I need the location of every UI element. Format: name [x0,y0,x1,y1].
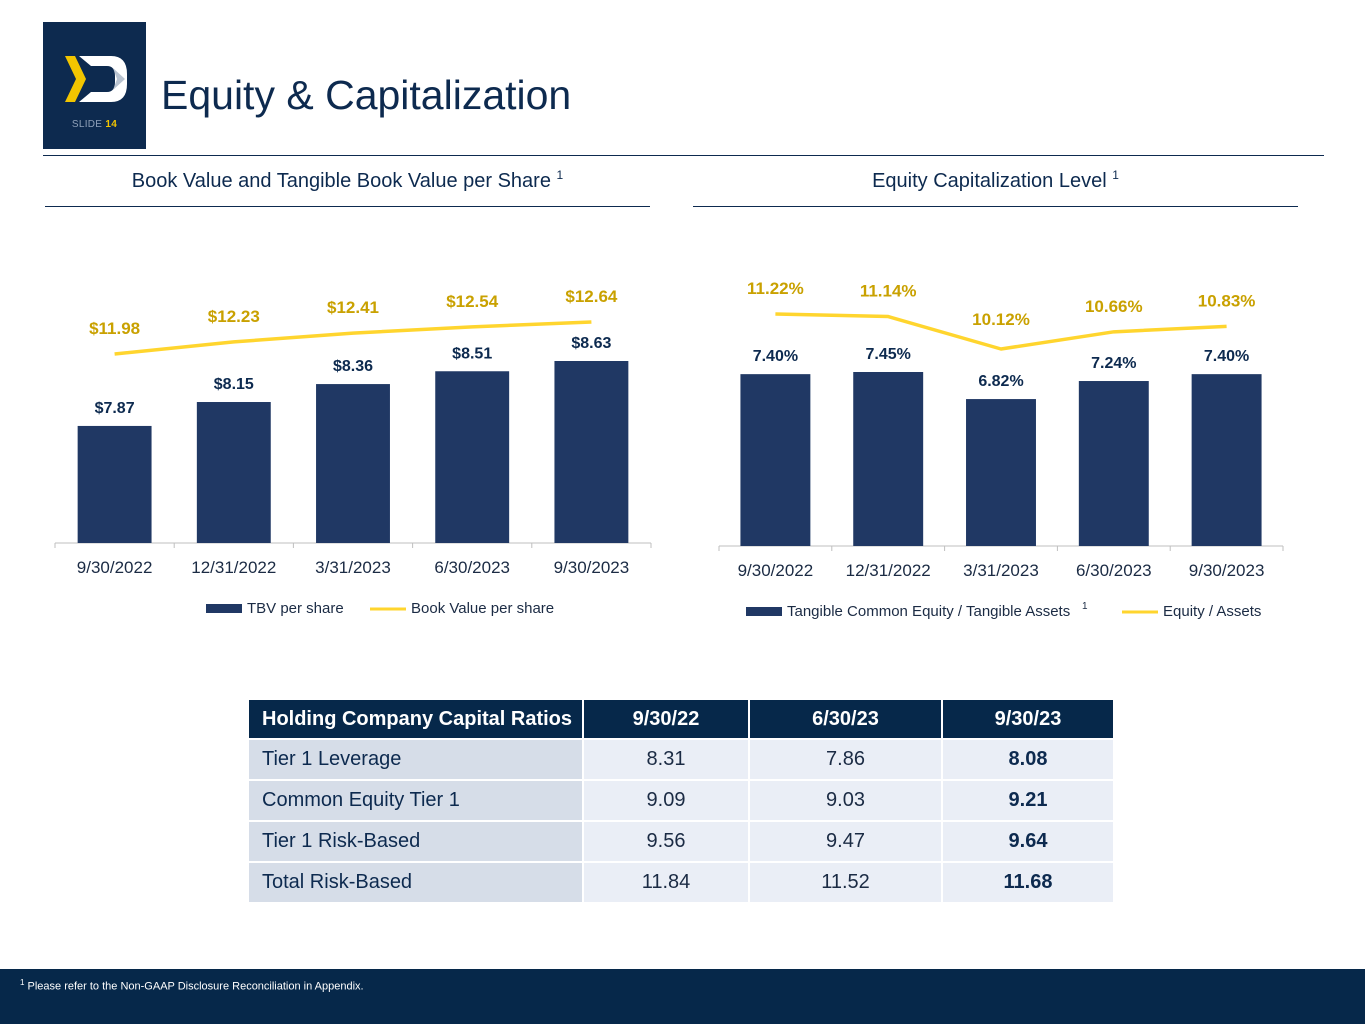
bar-data-label: 7.40% [753,348,798,365]
legend-swatch-bar [746,607,782,616]
capital-ratios-table: Holding Company Capital Ratios 9/30/22 6… [249,700,1115,902]
line-data-label: $12.23 [208,307,260,326]
table-cell: 9.09 [583,779,750,821]
bar-data-label: $8.63 [571,335,611,352]
table-cell: 11.84 [583,861,750,902]
legend-label: Book Value per share [411,600,554,617]
table-cell: 11.52 [749,861,943,902]
bar-data-label: 7.45% [866,346,911,363]
bar-data-label: 7.24% [1091,355,1136,372]
equity-capitalization-chart: 7.40% 9/30/2022 11.22% 7.45% 12/31/2022 11.14… [718,279,1284,620]
table-cell: 9.64 [942,820,1115,862]
right-chart-title: Equity Capitalization Level 1 [872,168,1119,192]
line-data-label: 11.22% [747,279,804,298]
x-tick-label: 9/30/2023 [554,558,630,577]
legend-swatch-bar [206,604,242,613]
row-label: Common Equity Tier 1 [249,779,584,821]
table-row: Total Risk-Based 11.84 11.52 11.68 [249,861,1115,902]
title-divider [43,155,1324,156]
x-tick-label: 3/31/2023 [963,561,1039,580]
line-data-label: $12.64 [565,287,618,306]
x-tick-label: 12/31/2022 [846,561,931,580]
table-cell: 9.03 [749,779,943,821]
x-tick-label: 6/30/2023 [1076,561,1152,580]
footer-bar: 1 Please refer to the Non-GAAP Disclosur… [0,969,1365,1024]
line-data-label: $12.41 [327,298,379,317]
x-tick-label: 9/30/2023 [1189,561,1265,580]
book-value-chart: $7.87 9/30/2022 $11.98 $8.15 12/31/2022 $12.2… [54,287,652,617]
table-row: Tier 1 Leverage 8.31 7.86 8.08 [249,738,1115,780]
footnote: 1 Please refer to the Non-GAAP Disclosur… [20,978,364,993]
table-cell: 11.68 [942,861,1115,902]
logo: SLIDE 14 [43,22,146,149]
table-cell: 9.21 [942,779,1115,821]
line-data-label: $11.98 [89,319,140,338]
bar-data-label: 7.40% [1204,348,1249,365]
table-header: Holding Company Capital Ratios [249,700,584,739]
line-data-label: $12.54 [446,292,499,311]
x-tick-label: 12/31/2022 [191,558,276,577]
table-cell: 9.56 [583,820,750,862]
table-header: 9/30/22 [583,700,750,739]
bar-data-label: $7.87 [95,400,135,417]
legend-label: Tangible Common Equity / Tangible Assets [787,603,1070,620]
table-cell: 8.31 [583,738,750,780]
table-row: Tier 1 Risk-Based 9.56 9.47 9.64 [249,820,1115,862]
company-logo-icon [65,56,127,102]
bar [435,371,510,543]
x-tick-label: 9/30/2022 [77,558,153,577]
bar-data-label: 6.82% [978,373,1023,390]
bar [740,374,811,546]
bar [196,402,271,543]
table-row: Common Equity Tier 1 9.09 9.03 9.21 [249,779,1115,821]
table-cell: 8.08 [942,738,1115,780]
row-label: Total Risk-Based [249,861,584,902]
table-header-row: Holding Company Capital Ratios 9/30/22 6… [249,700,1115,739]
legend-footnote-mark: 1 [1082,601,1088,612]
bar [77,425,152,543]
row-label: Tier 1 Leverage [249,738,584,780]
bar [853,372,924,546]
bar [1078,381,1149,546]
bar-data-label: $8.51 [452,345,492,362]
table-header: 6/30/23 [749,700,943,739]
legend-label: Equity / Assets [1163,603,1261,620]
table-cell: 9.47 [749,820,943,862]
table-header: 9/30/23 [942,700,1115,739]
legend-label: TBV per share [247,600,344,617]
bar-data-label: $8.36 [333,358,373,375]
series-line [775,312,1227,351]
bar [1191,374,1262,546]
left-chart-divider [45,206,650,207]
line-data-label: 11.14% [860,282,917,301]
table-cell: 7.86 [749,738,943,780]
right-chart-divider [693,206,1298,207]
bar [316,384,390,543]
bar [966,399,1036,546]
row-label: Tier 1 Risk-Based [249,820,584,862]
x-tick-label: 9/30/2022 [738,561,814,580]
line-data-label: 10.12% [972,310,1030,329]
bar [554,361,629,543]
left-chart-title: Book Value and Tangible Book Value per S… [131,168,564,192]
x-tick-label: 3/31/2023 [315,558,391,577]
line-data-label: 10.83% [1198,291,1256,310]
line-data-label: 10.66% [1085,297,1143,316]
slide-number: SLIDE 14 [71,119,118,130]
page-title: Equity & Capitalization [161,72,572,118]
series-line [114,320,592,356]
bar-data-label: $8.15 [214,376,254,393]
x-tick-label: 6/30/2023 [434,558,510,577]
